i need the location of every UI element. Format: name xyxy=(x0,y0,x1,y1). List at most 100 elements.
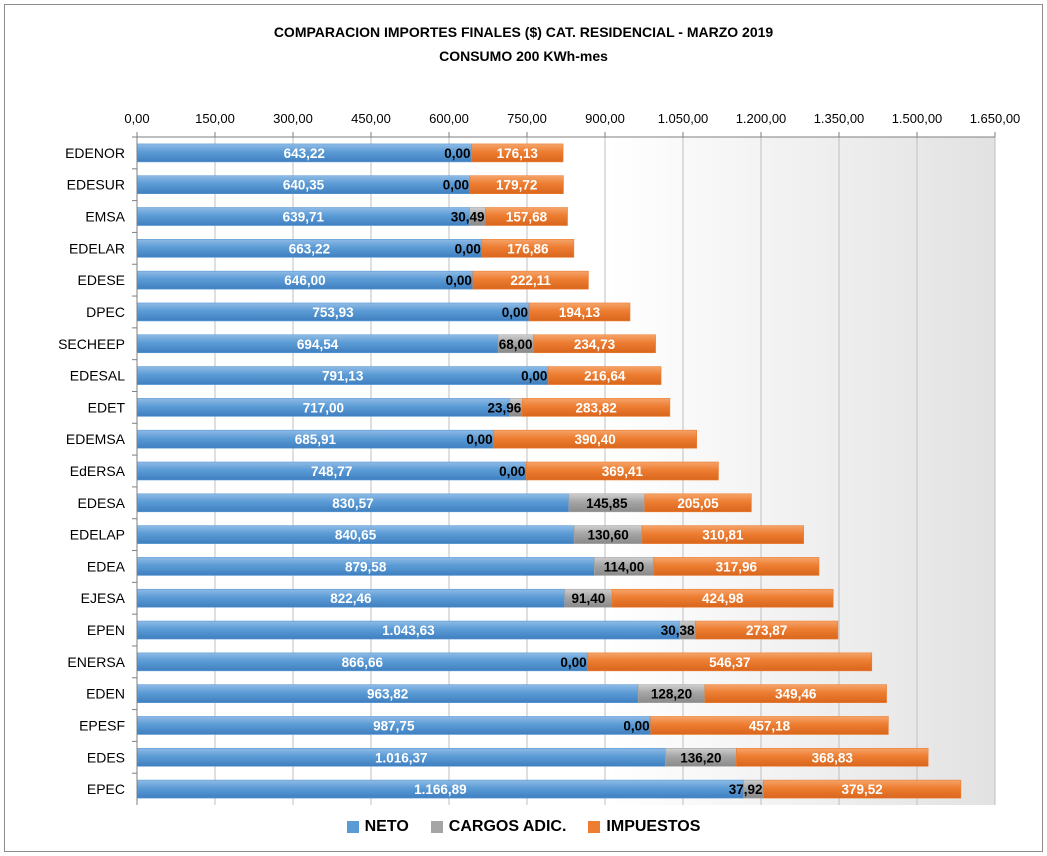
bar-impuestos xyxy=(485,207,568,226)
x-tick-label: 150,00 xyxy=(195,111,235,126)
x-tick-label: 1.050,00 xyxy=(658,111,709,126)
data-label-cargos: 0,00 xyxy=(499,464,525,479)
category-label: EDENOR xyxy=(65,145,125,161)
data-label-neto: 640,35 xyxy=(283,178,325,193)
category-label: EMSA xyxy=(85,209,125,225)
category-label: EDELAR xyxy=(69,240,125,256)
data-label-cargos: 23,96 xyxy=(488,400,522,415)
data-label-cargos: 30,38 xyxy=(661,623,695,638)
bar-impuestos xyxy=(704,684,887,703)
data-label-impuestos: 234,73 xyxy=(574,337,616,352)
data-label-cargos: 0,00 xyxy=(444,146,470,161)
data-label-impuestos: 273,87 xyxy=(746,623,787,638)
x-tick-label: 1.350,00 xyxy=(814,111,865,126)
data-label-cargos: 0,00 xyxy=(623,718,649,733)
bar-impuestos xyxy=(533,334,656,354)
legend-swatch-neto xyxy=(346,821,359,833)
legend-item-neto: NETO xyxy=(346,818,409,836)
data-label-impuestos: 176,13 xyxy=(497,146,539,161)
x-tick-label: 600,00 xyxy=(429,111,469,126)
category-label: EDESE xyxy=(78,272,125,288)
data-label-impuestos: 379,52 xyxy=(842,782,883,797)
data-label-neto: 753,93 xyxy=(312,305,354,320)
category-label: EDESA xyxy=(78,495,126,511)
data-label-cargos: 0,00 xyxy=(502,305,528,320)
legend-item-impuestos: IMPUESTOS xyxy=(588,818,700,836)
legend-item-cargos: CARGOS ADIC. xyxy=(430,818,566,836)
data-label-impuestos: 179,72 xyxy=(496,178,537,193)
data-label-neto: 1.166,89 xyxy=(414,782,467,797)
bar-impuestos xyxy=(521,398,671,417)
data-label-cargos: 114,00 xyxy=(604,559,645,574)
bar-impuestos xyxy=(471,143,564,163)
data-label-impuestos: 205,05 xyxy=(677,496,719,511)
bar-impuestos xyxy=(695,620,839,640)
data-label-cargos: 30,49 xyxy=(451,210,485,225)
data-label-neto: 685,91 xyxy=(295,432,337,447)
x-tick-label: 750,00 xyxy=(507,111,547,126)
data-label-neto: 717,00 xyxy=(303,400,344,415)
data-label-neto: 791,13 xyxy=(322,369,364,384)
data-label-neto: 663,22 xyxy=(289,241,330,256)
data-label-impuestos: 349,46 xyxy=(775,687,817,702)
data-label-cargos: 68,00 xyxy=(499,337,533,352)
category-label: EDES xyxy=(87,749,125,765)
data-label-cargos: 0,00 xyxy=(455,241,481,256)
x-tick-label: 0,00 xyxy=(124,111,149,126)
data-label-cargos: 130,60 xyxy=(587,528,628,543)
data-label-impuestos: 310,81 xyxy=(702,528,744,543)
category-label: EDESAL xyxy=(70,368,125,384)
category-label: EDEA xyxy=(87,558,126,574)
category-label: EPEC xyxy=(87,781,125,797)
data-label-impuestos: 222,11 xyxy=(510,273,551,288)
bars xyxy=(136,143,962,799)
data-label-neto: 822,46 xyxy=(330,591,372,606)
data-label-impuestos: 457,18 xyxy=(749,718,791,733)
x-tick-label: 1.200,00 xyxy=(736,111,787,126)
category-label: EJESA xyxy=(81,590,126,606)
data-label-neto: 963,82 xyxy=(367,687,408,702)
x-axis-ticks: 0,00 150,00 300,00 450,00 600,00 750,00 900,00… xyxy=(124,111,1020,137)
category-label: DPEC xyxy=(86,304,125,320)
data-label-impuestos: 194,13 xyxy=(559,305,601,320)
data-label-impuestos: 368,83 xyxy=(812,750,854,765)
data-label-neto: 1.043,63 xyxy=(382,623,435,638)
x-tick-label: 450,00 xyxy=(351,111,391,126)
data-label-cargos: 91,40 xyxy=(572,591,606,606)
data-label-neto: 694,54 xyxy=(297,337,339,352)
bar-impuestos xyxy=(641,525,804,544)
data-label-impuestos: 424,98 xyxy=(702,591,744,606)
chart-subtitle: CONSUMO 200 KWh-mes xyxy=(439,48,608,64)
data-label-cargos: 145,85 xyxy=(586,496,628,511)
x-tick-label: 1.650,00 xyxy=(970,111,1021,126)
bar-impuestos xyxy=(644,493,752,513)
data-label-neto: 748,77 xyxy=(311,464,352,479)
legend: NETO CARGOS ADIC. IMPUESTOS xyxy=(0,818,1047,836)
data-label-impuestos: 176,86 xyxy=(507,241,549,256)
category-label: EDEMSA xyxy=(66,431,126,447)
data-label-neto: 639,71 xyxy=(283,210,325,225)
x-tick-label: 1.500,00 xyxy=(892,111,943,126)
x-tick-label: 300,00 xyxy=(273,111,313,126)
data-label-impuestos: 546,37 xyxy=(709,655,750,670)
data-label-impuestos: 283,82 xyxy=(575,400,616,415)
category-label: EDELAP xyxy=(70,527,125,543)
data-label-neto: 840,65 xyxy=(335,528,377,543)
legend-swatch-cargos xyxy=(430,821,443,833)
category-label: EDET xyxy=(88,399,126,415)
category-label: EdERSA xyxy=(70,463,126,479)
data-label-neto: 866,66 xyxy=(342,655,384,670)
category-label: ENERSA xyxy=(67,654,125,670)
bar-impuestos xyxy=(650,716,889,735)
bar-impuestos xyxy=(528,302,631,322)
data-label-cargos: 128,20 xyxy=(651,687,692,702)
data-label-impuestos: 216,64 xyxy=(584,369,626,384)
data-label-neto: 646,00 xyxy=(284,273,325,288)
category-label: EDESUR xyxy=(67,177,125,193)
chart-title: COMPARACION IMPORTES FINALES ($) CAT. RE… xyxy=(273,24,774,40)
bar-impuestos xyxy=(481,239,575,258)
data-labels: 643,22 176,13 0,00 640,35 179,72 0,00 639,71 15… xyxy=(283,146,883,797)
bar-impuestos xyxy=(653,557,820,576)
data-label-neto: 987,75 xyxy=(373,718,415,733)
data-label-neto: 879,58 xyxy=(345,559,387,574)
